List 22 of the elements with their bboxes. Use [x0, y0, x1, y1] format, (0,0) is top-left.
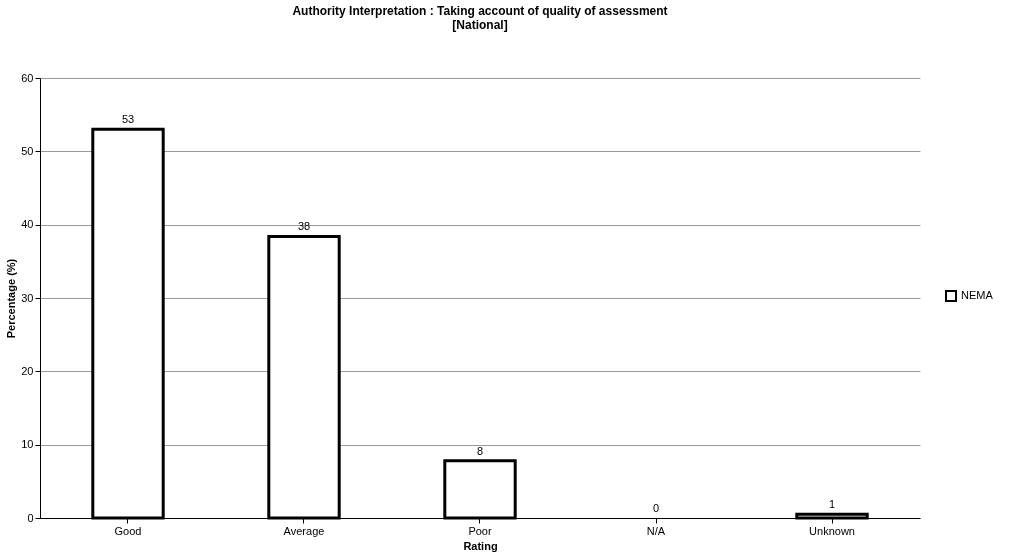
data-label: 38 — [297, 220, 311, 233]
data-label: 0 — [652, 502, 660, 514]
y-axis-title: Percentage (%) — [5, 258, 18, 339]
x-tick-label: Average — [283, 524, 325, 537]
x-axis-title: Rating — [463, 539, 498, 552]
x-tick-label: Good — [114, 524, 142, 537]
y-tick-label: 30 — [21, 291, 34, 304]
y-tick-label: 20 — [21, 364, 34, 377]
data-label: 53 — [121, 113, 135, 126]
y-tick-label: 60 — [21, 71, 34, 84]
y-tick-label: 0 — [27, 511, 34, 524]
y-tick-label: 10 — [21, 438, 34, 451]
x-tick-label: Unknown — [809, 524, 855, 537]
text: Authority Interpretation : Taking account of quality of assessment — [292, 4, 668, 18]
legend-label: NEMA — [961, 289, 994, 301]
data-label: 1 — [828, 498, 836, 511]
x-tick-label: Poor — [468, 524, 492, 537]
data-label: 8 — [476, 444, 484, 457]
text: [National] — [452, 18, 508, 32]
y-tick-label: 50 — [21, 144, 34, 157]
y-tick-label: 40 — [21, 218, 34, 231]
x-tick-label: N/A — [646, 524, 666, 537]
